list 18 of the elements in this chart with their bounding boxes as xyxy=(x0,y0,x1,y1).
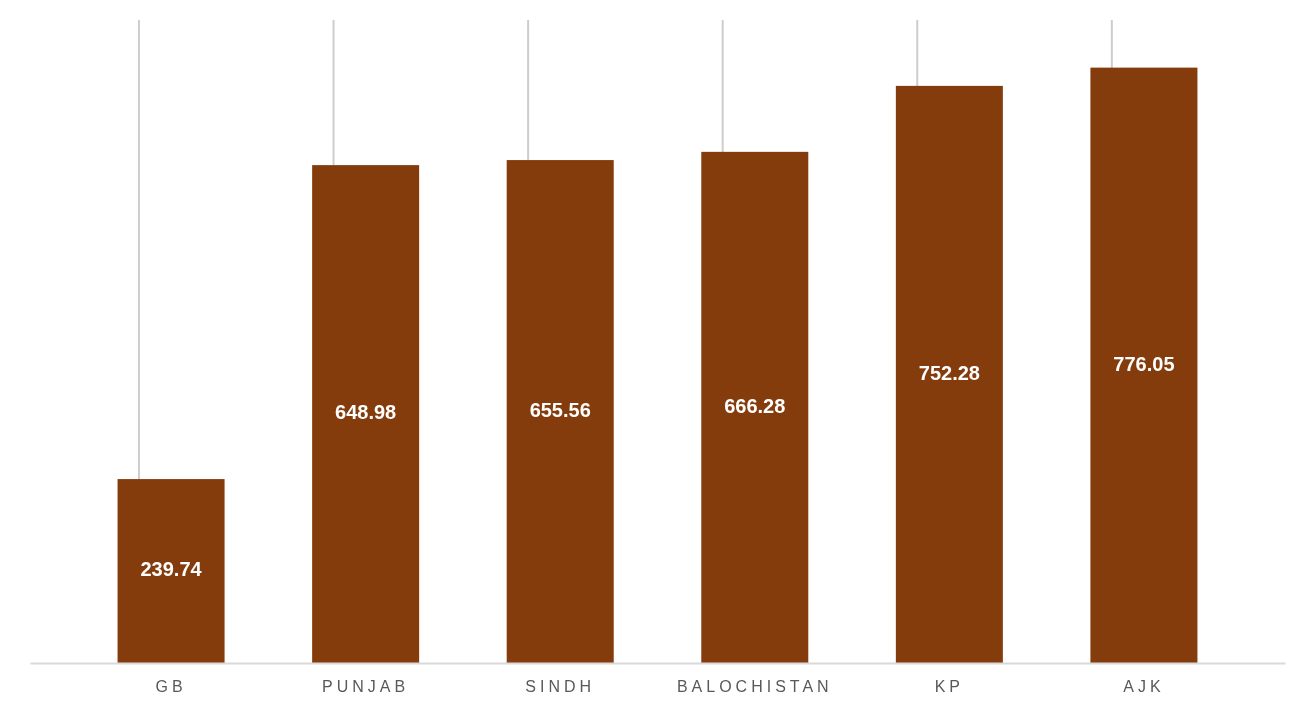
bar xyxy=(506,160,614,663)
bar xyxy=(117,479,225,663)
bar xyxy=(312,165,420,663)
data-label: 655.56 xyxy=(529,398,591,421)
x-tick-label: GB xyxy=(155,678,187,696)
data-label: 239.74 xyxy=(140,558,203,581)
x-tick-label: BALOCHISTAN xyxy=(676,678,833,696)
data-label: 776.05 xyxy=(1113,352,1175,375)
x-tick-label: AJK xyxy=(1123,678,1165,696)
bar xyxy=(895,85,1003,663)
bar xyxy=(1090,67,1198,663)
data-label: 648.98 xyxy=(335,401,397,424)
x-tick-label: SINDH xyxy=(525,678,596,696)
bar xyxy=(701,151,809,663)
data-label: 666.28 xyxy=(724,394,786,417)
x-tick-label: KP xyxy=(934,678,965,696)
data-label: 752.28 xyxy=(918,361,980,384)
x-tick-label: PUNJAB xyxy=(322,678,410,696)
